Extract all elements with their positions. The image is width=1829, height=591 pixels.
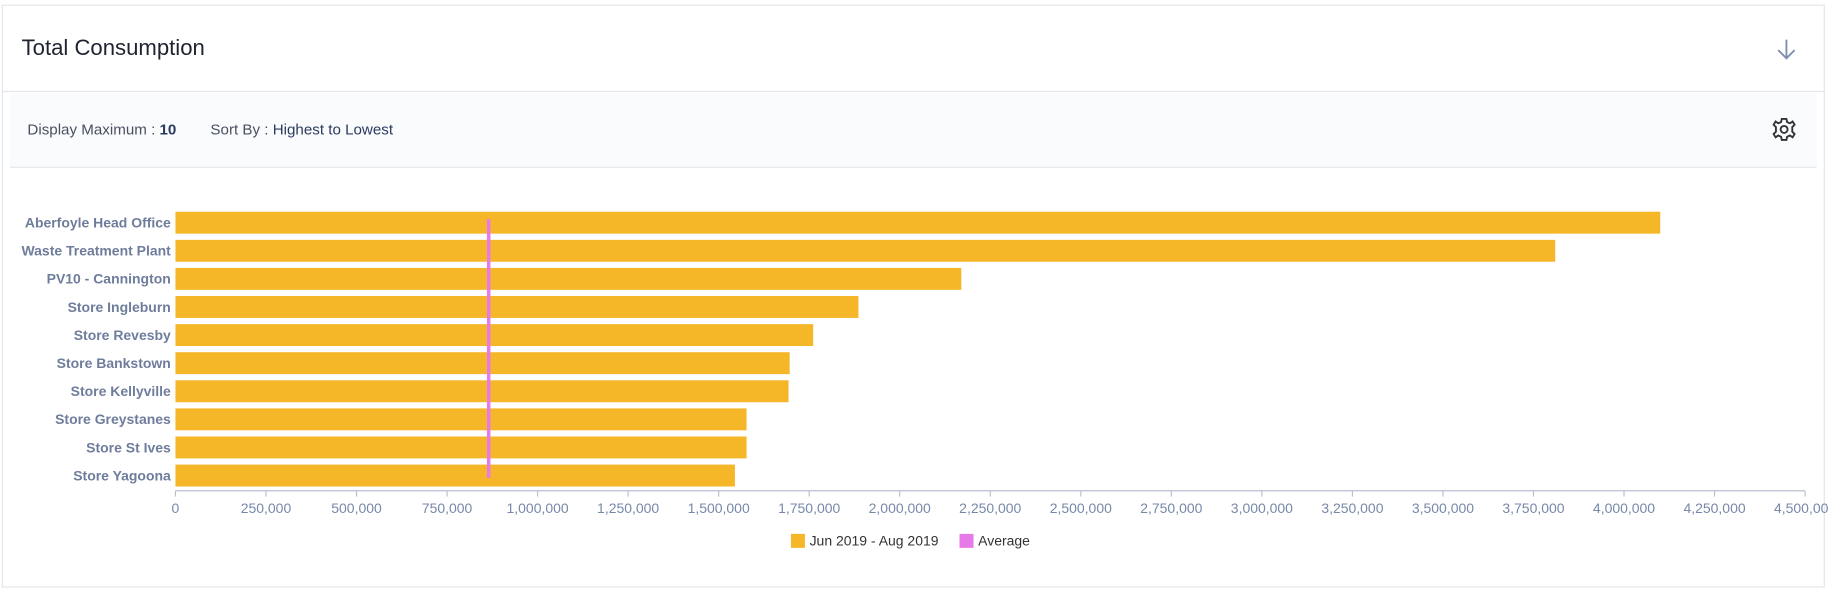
bar: [175, 239, 1556, 262]
y-tick-label: Store Yagoona: [73, 467, 171, 483]
bar: [175, 436, 747, 459]
plot: 0 250,000 500,000 750,000 1,000,000 1,250,000…: [21, 211, 1829, 549]
widget-title: Total Consumption: [22, 35, 205, 60]
y-tick-label: Store Bankstown: [57, 355, 171, 371]
x-tick-label: 2,500,000: [1050, 500, 1112, 516]
x-tick-label: 4,500,000: [1774, 500, 1829, 516]
bar: [175, 352, 790, 375]
legend-swatch: [959, 533, 974, 548]
y-tick-label: Store Revesby: [74, 327, 171, 343]
x-tick-label: 3,000,000: [1231, 500, 1293, 516]
x-tick-label: 4,000,000: [1593, 500, 1655, 516]
y-tick-label: Store Kellyville: [71, 383, 171, 399]
x-tick-label: 2,250,000: [959, 500, 1021, 516]
y-tick-label: Store Greystanes: [55, 411, 171, 427]
sort-label: Sort By :: [210, 122, 268, 139]
y-tick-label: PV10 - Cannington: [47, 271, 171, 287]
display-max-value[interactable]: 10: [160, 122, 177, 139]
bar: [175, 380, 789, 403]
x-tick-label: 1,500,000: [688, 500, 750, 516]
toolbar-label: Sort By : Highest to Lowest: [210, 122, 393, 139]
legend-swatch: [790, 533, 805, 548]
x-tick-label: 250,000: [241, 500, 292, 516]
x-tick-label: 750,000: [422, 500, 473, 516]
x-tick-label: 4,250,000: [1683, 500, 1745, 516]
x-tick-label: 500,000: [331, 500, 382, 516]
y-tick-label: Waste Treatment Plant: [21, 243, 171, 259]
sort-value[interactable]: Highest to Lowest: [273, 122, 394, 139]
toolbar-label: Display Maximum : 10: [27, 122, 176, 139]
y-tick-label: Store St Ives: [86, 439, 171, 455]
bar: [175, 324, 814, 347]
x-tick-label: 3,500,000: [1412, 500, 1474, 516]
x-tick-label: 2,000,000: [869, 500, 931, 516]
legend-label: Jun 2019 - Aug 2019: [810, 533, 939, 549]
bar: [175, 211, 1661, 234]
bar: [175, 267, 962, 290]
y-tick-label: Store Ingleburn: [68, 299, 171, 315]
x-tick-label: 2,750,000: [1140, 500, 1202, 516]
bar: [175, 296, 859, 318]
x-tick-label: 0: [172, 500, 180, 516]
bar: [175, 408, 747, 431]
display-max-label: Display Maximum :: [27, 122, 155, 139]
x-tick-label: 3,750,000: [1502, 500, 1564, 516]
x-tick-label: 1,250,000: [597, 500, 659, 516]
legend-label: Average: [978, 533, 1030, 549]
bar: [175, 464, 735, 487]
x-tick-label: 1,000,000: [507, 500, 569, 516]
settings-button[interactable]: [1772, 117, 1796, 141]
x-tick-label: 1,750,000: [778, 500, 840, 516]
toolbar: [9, 93, 1817, 167]
y-tick-label: Aberfoyle Head Office: [25, 215, 171, 231]
x-tick-label: 3,250,000: [1321, 500, 1383, 516]
download-button[interactable]: [1777, 39, 1796, 60]
